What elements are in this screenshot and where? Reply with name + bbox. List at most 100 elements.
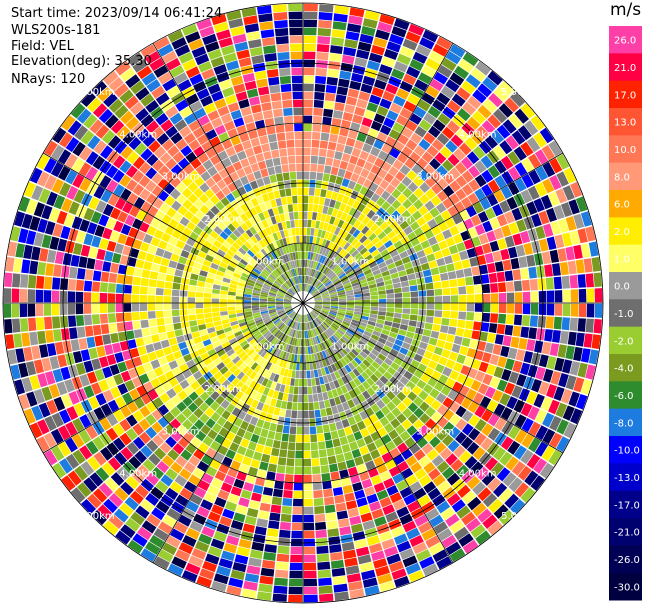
velocity-gate	[407, 273, 416, 281]
velocity-gate	[182, 199, 193, 210]
velocity-gate	[350, 321, 359, 327]
velocity-gate	[310, 346, 314, 354]
velocity-gate	[54, 251, 65, 265]
velocity-gate	[303, 275, 305, 283]
velocity-gate	[153, 255, 163, 265]
velocity-gate	[474, 224, 486, 236]
velocity-gate	[496, 379, 508, 392]
velocity-gate	[271, 149, 280, 159]
velocity-gate	[469, 339, 479, 349]
velocity-gate	[407, 325, 416, 333]
velocity-gate	[83, 360, 94, 373]
velocity-gate	[450, 134, 464, 147]
velocity-gate	[477, 487, 492, 502]
velocity-gate	[278, 276, 285, 284]
velocity-gate	[95, 467, 110, 482]
velocity-gate	[106, 413, 119, 427]
velocity-gate	[357, 275, 366, 282]
velocity-gate	[164, 170, 176, 183]
velocity-gate	[253, 268, 261, 275]
velocity-gate	[73, 189, 86, 204]
range-label: 5.00km	[77, 511, 115, 522]
velocity-gate	[94, 335, 104, 347]
velocity-gate	[500, 155, 514, 170]
velocity-gate	[377, 168, 388, 179]
velocity-gate	[421, 65, 437, 78]
velocity-gate	[456, 464, 469, 478]
velocity-gate	[370, 334, 380, 341]
velocity-gate	[279, 75, 291, 85]
velocity-gate	[309, 426, 317, 435]
velocity-gate	[453, 233, 463, 244]
velocity-gate	[50, 161, 64, 178]
velocity-gate	[64, 437, 78, 453]
velocity-gate	[442, 288, 451, 296]
velocity-gate	[197, 134, 209, 146]
velocity-gate	[256, 335, 265, 343]
velocity-gate	[303, 594, 318, 603]
velocity-gate	[523, 242, 534, 255]
velocity-gate	[218, 427, 229, 438]
velocity-gate	[214, 275, 223, 281]
velocity-gate	[521, 279, 531, 291]
velocity-gate	[115, 303, 124, 313]
velocity-gate	[188, 455, 201, 467]
velocity-gate	[287, 270, 292, 278]
velocity-gate	[107, 399, 120, 413]
velocity-gate	[243, 114, 254, 124]
velocity-gate	[337, 237, 344, 246]
velocity-gate	[313, 319, 318, 327]
velocity-gate	[283, 299, 292, 302]
velocity-gate	[210, 336, 219, 344]
velocity-gate	[360, 262, 369, 269]
velocity-gate	[220, 285, 229, 291]
colorbar-swatch	[609, 436, 642, 464]
velocity-gate	[246, 423, 256, 433]
velocity-gate	[349, 380, 357, 389]
velocity-gate	[321, 473, 331, 482]
velocity-gate	[104, 114, 119, 129]
velocity-gate	[334, 591, 350, 601]
velocity-gate	[211, 504, 224, 516]
velocity-gate	[514, 414, 527, 429]
velocity-gate	[261, 287, 270, 292]
velocity-gate	[534, 441, 549, 457]
velocity-gate	[311, 320, 316, 328]
velocity-gate	[329, 216, 336, 225]
velocity-gate	[217, 150, 229, 161]
velocity-gate	[289, 171, 297, 180]
velocity-gate	[504, 324, 514, 336]
velocity-gate	[291, 228, 296, 236]
velocity-gate	[275, 258, 281, 266]
velocity-gate	[157, 325, 166, 334]
velocity-gate	[253, 224, 261, 233]
velocity-gate	[338, 308, 346, 312]
velocity-gate	[562, 359, 573, 374]
velocity-gate	[303, 83, 314, 92]
velocity-gate	[487, 179, 500, 193]
velocity-gate	[292, 498, 303, 507]
velocity-gate	[310, 321, 315, 329]
velocity-gate	[287, 328, 292, 336]
velocity-gate	[272, 593, 287, 602]
velocity-gate	[158, 190, 169, 202]
velocity-gate	[157, 272, 166, 281]
velocity-gate	[289, 311, 295, 318]
velocity-gate	[359, 150, 370, 161]
velocity-gate	[381, 161, 392, 172]
velocity-gate	[29, 260, 39, 275]
velocity-gate	[362, 299, 371, 303]
velocity-gate	[135, 505, 150, 519]
velocity-gate	[225, 60, 240, 71]
velocity-gate	[235, 299, 244, 303]
velocity-gate	[224, 345, 233, 353]
velocity-gate	[260, 291, 269, 296]
velocity-gate	[303, 227, 307, 236]
velocity-gate	[256, 279, 264, 285]
velocity-gate	[191, 46, 207, 58]
velocity-gate	[287, 228, 293, 237]
velocity-gate	[303, 163, 310, 172]
velocity-gate	[466, 294, 475, 303]
velocity-gate	[356, 546, 370, 557]
velocity-gate	[103, 498, 118, 514]
